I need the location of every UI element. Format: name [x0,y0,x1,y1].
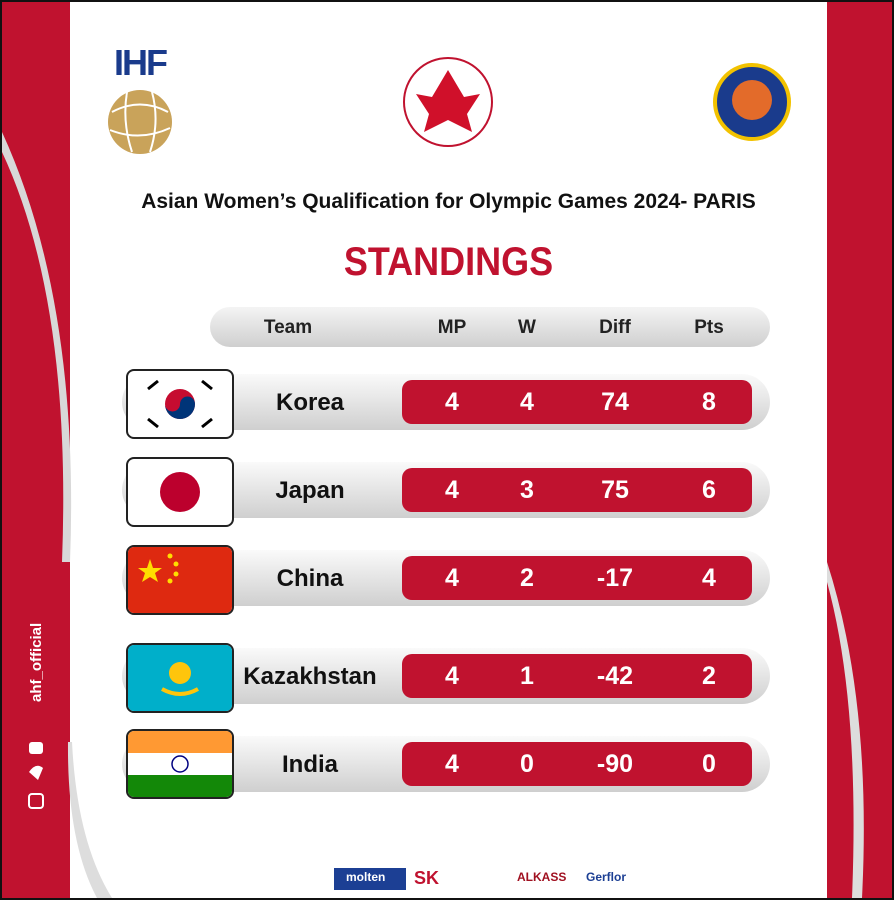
title: Asian Women’s Qualification for Olympic … [141,190,756,213]
column-header: Pts [694,317,724,338]
sponsor: molten [346,870,386,884]
stat-cell: 0 [702,750,716,778]
flag-japan [126,457,234,527]
stat-cell: 4 [445,564,459,592]
ihf-text: IHF [114,42,168,83]
flag-india [126,729,234,799]
team-name: Japan [275,477,345,504]
column-header: Team [263,317,313,338]
stat-cell: 4 [445,662,459,690]
team-name: India [281,751,338,778]
stats-pill [402,742,752,786]
flag-kazakhstan [126,643,234,713]
stat-cell: 4 [520,388,534,416]
column-header: MP [437,317,467,338]
stat-cell: 4 [445,388,459,416]
sponsor: SK [414,868,440,888]
stat-cell: 6 [702,476,716,504]
team-name: Korea [275,389,345,416]
stat-cell: 4 [445,476,459,504]
header-bar [210,307,770,347]
column-header: W [518,317,536,338]
stats-pill [402,380,752,424]
stat-cell: 2 [702,662,716,690]
stat-cell: 2 [520,564,534,592]
ahf-logo [713,63,791,141]
flag-korea [126,369,234,439]
stat-cell: 4 [702,564,716,592]
sponsor: ALKASS [517,870,567,884]
social-icons [28,742,44,809]
stats-pill [402,556,752,600]
ihf-logo [108,90,172,154]
social-handle: ahf_official [28,622,45,702]
stat-cell: -90 [596,750,634,778]
event-logo [403,57,493,147]
stat-cell: 8 [702,388,716,416]
stat-cell: 1 [520,662,534,690]
stat-cell: 4 [445,750,459,778]
molten-logo [334,868,406,890]
stats-pill [402,468,752,512]
stat-cell: 74 [601,388,629,416]
team-name: Kazakhstan [243,663,377,690]
column-header: Diff [599,317,631,338]
team-name: China [276,565,344,592]
flag-china [126,545,234,615]
stat-cell: 75 [601,476,629,504]
sponsor: Gerflor [586,870,627,884]
stat-cell: 3 [520,476,534,504]
stat-cell: 0 [520,750,534,778]
heading: STANDINGS [343,240,554,284]
stat-cell: -17 [596,564,634,592]
stats-pill [402,654,752,698]
stat-cell: -42 [596,662,634,690]
